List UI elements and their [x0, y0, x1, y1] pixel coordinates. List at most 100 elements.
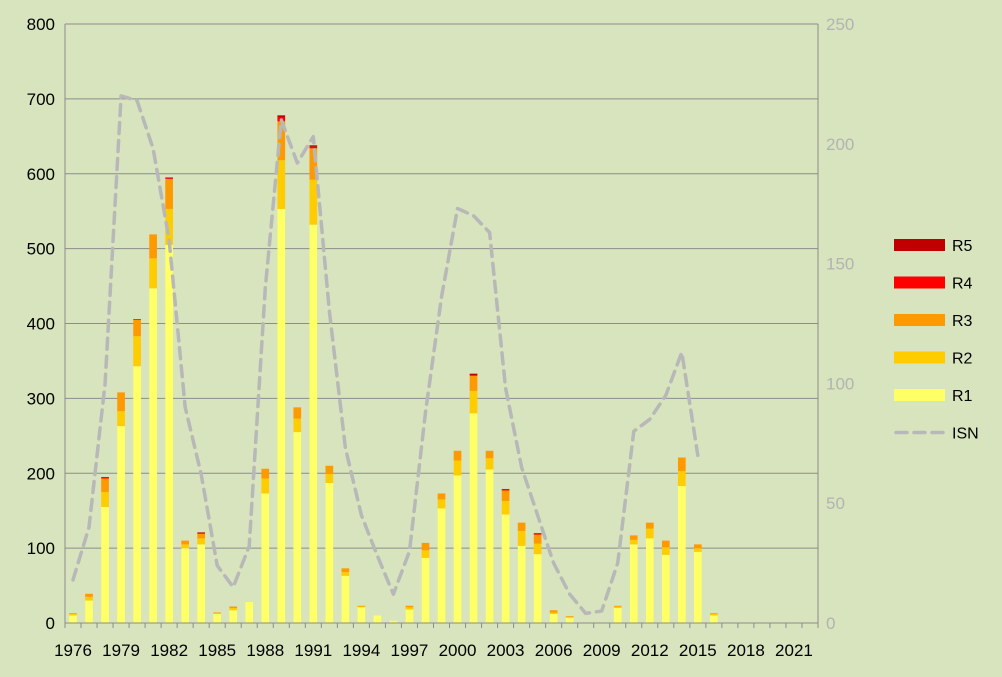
bar-r1-1986 — [229, 610, 238, 623]
bar-r1-1996 — [389, 620, 398, 623]
bar-r2-2015 — [693, 548, 702, 552]
bar-r2-1998 — [421, 550, 430, 558]
bar-r3-1985 — [213, 612, 222, 614]
right-tick-label: 150 — [826, 255, 854, 274]
bar-r3-1978 — [101, 478, 109, 492]
bar-r1-1980 — [133, 366, 141, 623]
bar-r4-2001 — [469, 375, 478, 376]
bar-r1-1987 — [245, 602, 254, 623]
bar-r3-1988 — [261, 468, 270, 479]
bar-r2-1979 — [117, 411, 125, 427]
bar-r3-1990 — [293, 407, 302, 419]
bar-r1-1988 — [261, 493, 270, 623]
bar-r2-1981 — [149, 258, 157, 289]
bar-r4-1984 — [197, 533, 206, 534]
legend-label-r4: R4 — [952, 276, 973, 293]
x-tick-label: 2021 — [775, 641, 813, 660]
left-tick-label: 300 — [27, 389, 55, 408]
bar-r3-1979 — [117, 392, 125, 412]
bar-r1-2012 — [645, 538, 654, 623]
bar-r2-1980 — [133, 336, 141, 367]
bar-r5-1991 — [309, 145, 318, 147]
bar-r1-2014 — [677, 485, 686, 623]
left-tick-label: 500 — [27, 240, 55, 259]
bar-r2-1991 — [309, 179, 318, 225]
bar-r2-2007 — [565, 617, 574, 618]
left-tick-label: 400 — [27, 315, 55, 334]
bar-r2-2003 — [501, 500, 510, 515]
bar-r2-1988 — [261, 478, 270, 494]
bar-r3-1980 — [133, 319, 141, 337]
x-axis-ticks: 1976 1979 1982 1985 1988 1991 1994 1997 2000 2003… — [54, 641, 813, 660]
bar-r2-1984 — [197, 538, 206, 545]
bar-r2-2013 — [661, 547, 670, 555]
x-tick-label: 2006 — [535, 641, 573, 660]
bar-r3-2001 — [469, 375, 478, 391]
bar-r2-1983 — [181, 544, 190, 549]
bar-r2-1977 — [85, 596, 93, 601]
legend-swatch-r1 — [894, 389, 945, 401]
left-tick-label: 0 — [46, 614, 55, 633]
x-tick-label: 1988 — [246, 641, 284, 660]
bar-r3-2011 — [629, 535, 638, 540]
x-tick-label: 1985 — [198, 641, 236, 660]
x-tick-label: 2000 — [439, 641, 477, 660]
bar-r4-1982 — [165, 178, 173, 179]
legend-swatch-r5 — [894, 239, 945, 251]
bar-r3-1993 — [341, 568, 350, 573]
bar-r1-1990 — [293, 432, 302, 623]
bar-r4-2003 — [501, 489, 510, 491]
bar-r1-2007 — [565, 617, 574, 623]
bar-r5-2001 — [469, 373, 478, 376]
legend: R5 R4 R3 R2 R1 ISN — [894, 238, 979, 443]
bar-r2-1992 — [325, 473, 334, 483]
bar-r1-2015 — [693, 551, 702, 623]
bar-r1-1976 — [69, 615, 77, 623]
bar-r1-1994 — [357, 607, 366, 623]
x-tick-label: 1976 — [54, 641, 92, 660]
bar-r1-2005 — [533, 554, 542, 623]
x-tick-label: 2003 — [487, 641, 525, 660]
bar-r3-1992 — [325, 465, 334, 474]
bar-r1-1981 — [149, 288, 157, 623]
bar-r2-1978 — [101, 491, 109, 507]
right-tick-label: 0 — [826, 614, 835, 633]
bar-r1-1985 — [213, 614, 222, 623]
bar-r3-1984 — [197, 533, 206, 539]
bar-r4-1980 — [133, 319, 141, 320]
bar-r1-2001 — [469, 413, 478, 623]
axes — [64, 24, 819, 628]
bar-r1-1991 — [309, 224, 318, 624]
bar-r4-1991 — [309, 146, 318, 149]
bar-r1-2000 — [453, 475, 462, 623]
bar-r2-1990 — [293, 418, 302, 433]
stacked-bars — [69, 115, 718, 624]
gridlines — [65, 23, 818, 549]
right-tick-label: 100 — [826, 374, 854, 393]
bar-r3-1981 — [149, 234, 157, 259]
bar-r1-1992 — [325, 482, 334, 623]
x-tick-label: 1991 — [294, 641, 332, 660]
bar-r3-1976 — [69, 613, 77, 615]
bar-r1-1998 — [421, 557, 430, 623]
bar-r3-2003 — [501, 490, 510, 501]
bar-r2-2001 — [469, 390, 478, 414]
bar-r3-1994 — [357, 605, 366, 607]
right-tick-label: 200 — [826, 135, 854, 154]
bar-r3-1983 — [181, 540, 190, 545]
x-tick-label: 2012 — [631, 641, 669, 660]
bar-r3-2006 — [549, 610, 558, 613]
x-tick-label: 1979 — [102, 641, 140, 660]
bar-r3-1986 — [229, 606, 238, 609]
bar-r2-1986 — [229, 608, 238, 611]
bar-r3-2013 — [661, 540, 670, 548]
bar-r5-2005 — [533, 533, 542, 534]
legend-label-r3: R3 — [952, 313, 973, 330]
bar-r4-1978 — [101, 477, 109, 479]
bar-r1-1983 — [181, 548, 190, 623]
x-tick-label: 1994 — [342, 641, 380, 660]
bar-r1-1993 — [341, 575, 350, 623]
legend-label-r1: R1 — [952, 388, 973, 405]
bar-r2-2002 — [485, 458, 494, 470]
bar-r2-1994 — [357, 606, 366, 608]
